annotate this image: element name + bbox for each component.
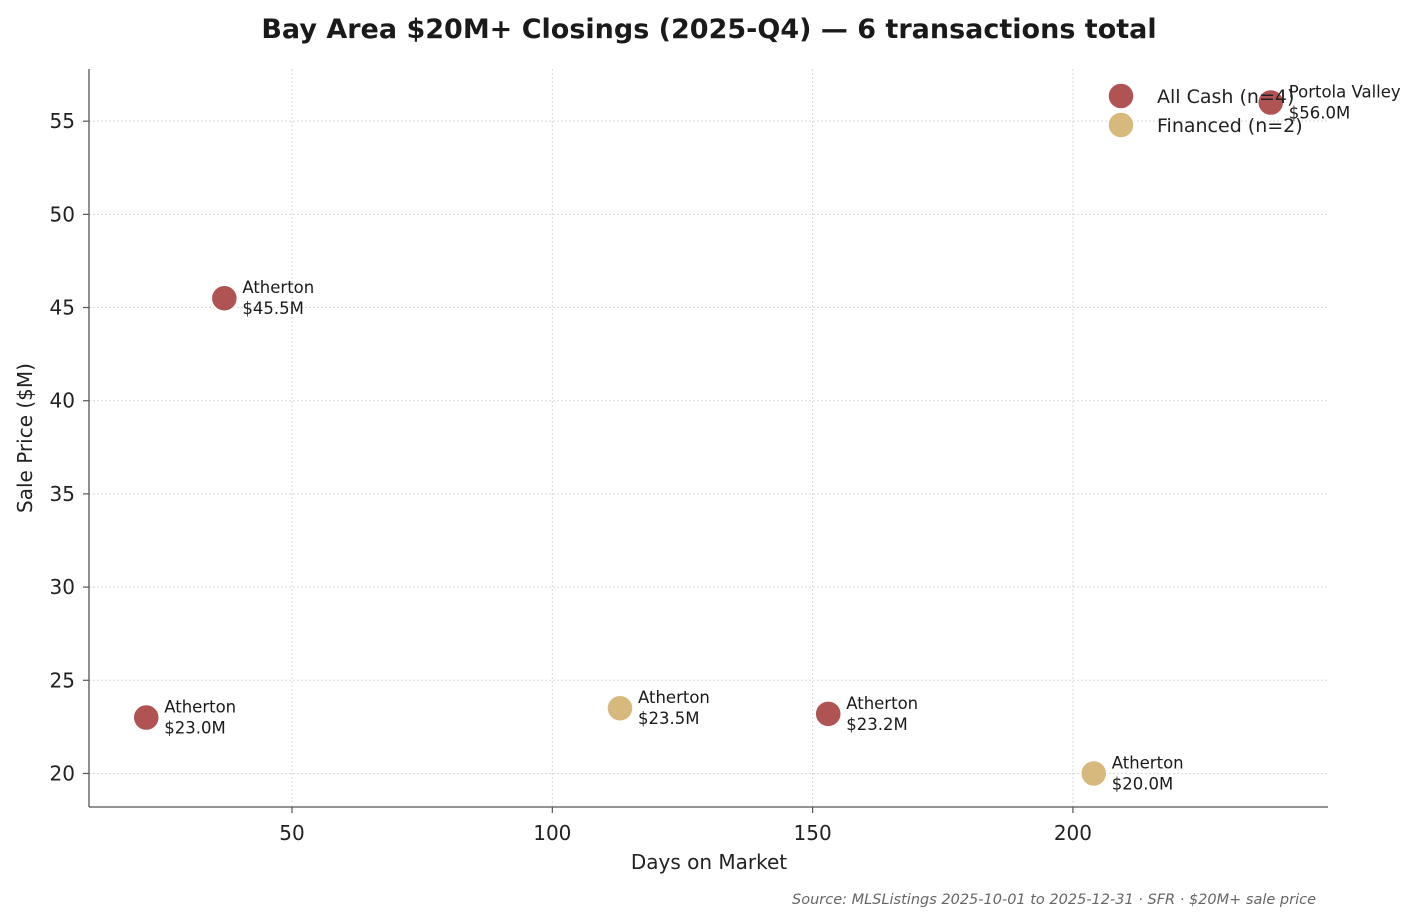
y-tick-label: 40 [50,389,75,413]
data-point [1079,759,1108,788]
chart-title: Bay Area $20M+ Closings (2025-Q4) — 6 tr… [261,14,1156,45]
legend-marker [1107,111,1135,139]
y-tick-label: 55 [50,109,75,133]
y-tick-label: 35 [50,482,75,506]
legend-label: All Cash (n=4) [1157,86,1294,108]
y-tick-label: 30 [50,575,75,599]
legend-marker [1107,82,1135,110]
data-point [210,284,239,312]
data-point [1256,88,1285,117]
x-tick-label: 100 [533,821,571,845]
x-tick-label: 200 [1054,821,1092,845]
legend-label: Financed (n=2) [1157,115,1303,137]
source-note: Source: MLSListings 2025-10-01 to 2025-1… [792,892,1316,908]
x-axis-label: Days on Market [631,850,787,874]
y-tick-label: 25 [50,668,75,692]
data-label: Portola Valley $56.0M [1289,83,1401,123]
data-label: Atherton $20.0M [1112,753,1184,793]
y-axis-label: Sale Price ($M) [13,363,37,513]
data-point [814,700,842,728]
data-point [132,703,161,732]
point-labels: Atherton $23.0M Atherton $45.5M Atherton $23.… [164,83,1401,794]
y-tick-label: 20 [50,761,75,785]
x-tick-label: 150 [794,821,832,845]
data-label: Atherton $23.0M [164,698,236,738]
data-label: Atherton $45.5M [242,278,314,318]
legend: All Cash (n=4) Financed (n=2) [1107,82,1303,139]
data-label: Atherton $23.2M [846,694,918,734]
data-point [606,694,634,722]
axes: 50 100 150 200 20 25 30 35 40 45 50 55 [50,69,1328,845]
y-tick-label: 45 [50,296,75,320]
data-points [132,88,1285,788]
x-tick-label: 50 [279,821,304,845]
data-label: Atherton $23.5M [638,688,710,728]
y-tick-label: 50 [50,202,75,226]
